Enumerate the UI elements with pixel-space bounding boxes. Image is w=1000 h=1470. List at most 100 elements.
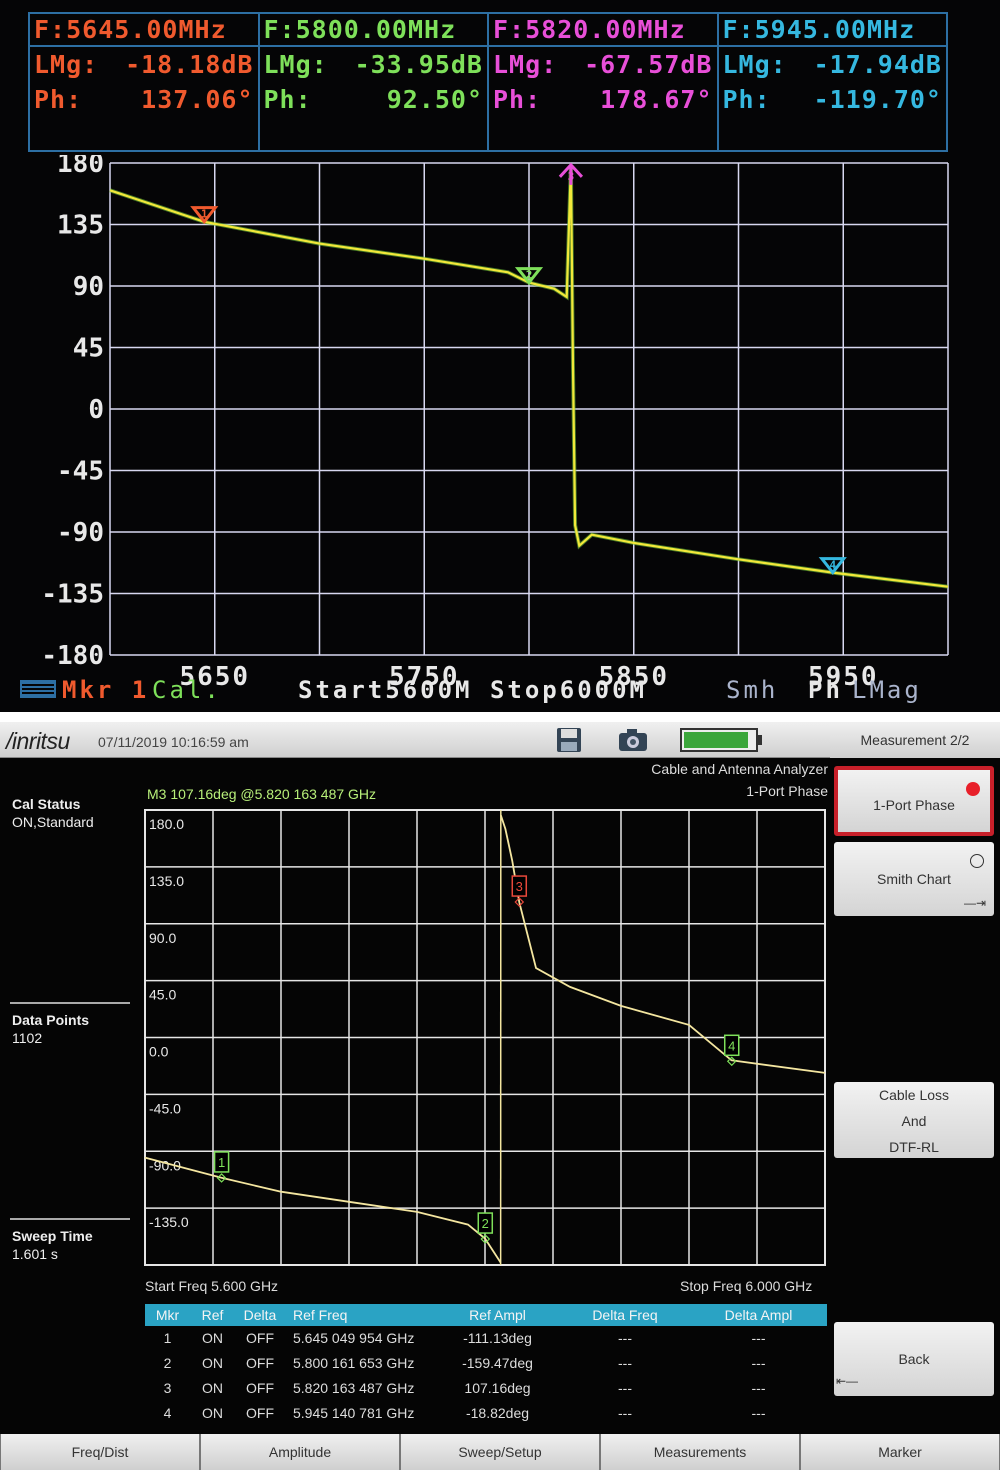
vna-marker-ph: 178.67° xyxy=(600,82,712,117)
phase-chart[interactable]: 180.0135.090.045.00.0-45.0-90.0-135.0123… xyxy=(140,802,830,1272)
table-row[interactable]: 3 ON OFF 5.820 163 487 GHz 107.16deg --- --- xyxy=(145,1376,827,1401)
vna-marker-panel: F:5645.00MHz LMg: -18.18dB Ph: 137.06° F:5… xyxy=(28,12,948,152)
y-tick-label: -135 xyxy=(41,580,104,610)
cell-delta-freq: --- xyxy=(560,1401,690,1426)
cable-loss-label-line2: And xyxy=(834,1108,994,1134)
amplitude-button[interactable]: Amplitude xyxy=(201,1434,399,1470)
smith-chart-label: Smith Chart xyxy=(877,871,951,887)
marker-label: 1 xyxy=(201,208,208,221)
vna-marker-ph-label: Ph: xyxy=(34,82,82,117)
back-label: Back xyxy=(898,1351,929,1367)
divider xyxy=(10,1218,130,1220)
data-points-value: 1102 xyxy=(12,1030,42,1046)
vna-marker-freq: F:5820.00MHz xyxy=(489,14,717,47)
col-header-delta-ampl: Delta Ampl xyxy=(690,1304,827,1326)
y-tick-label: -45 xyxy=(57,457,104,487)
vna-start-stop: Start5600M Stop6000M xyxy=(298,676,647,704)
cell-ref-ampl: -159.47deg xyxy=(435,1351,560,1376)
phase-trace xyxy=(145,1158,501,1263)
cable-loss-label-line3: DTF-RL xyxy=(834,1134,994,1160)
cell-mkr: 3 xyxy=(145,1376,190,1401)
cell-ref-freq: 5.800 161 653 GHz xyxy=(285,1351,435,1376)
col-header-delta: Delta xyxy=(235,1304,285,1326)
col-header-ref-ampl: Ref Ampl xyxy=(435,1304,560,1326)
marker-label: 4 xyxy=(829,559,836,572)
vna-marker-4: F:5945.00MHz LMg: -17.94dB Ph: -119.70° xyxy=(719,14,947,150)
cable-loss-dtf-button[interactable]: Cable Loss And DTF-RL xyxy=(834,1082,994,1158)
vna-marker-lmag: -17.94dB xyxy=(814,47,942,82)
marker-button[interactable]: Marker xyxy=(801,1434,999,1470)
y-tick-label: -135.0 xyxy=(149,1214,189,1230)
smith-chart-button[interactable]: Smith Chart —⇥ xyxy=(834,842,994,916)
vna-smith-label: Smh xyxy=(726,676,778,704)
marker-label: 3 xyxy=(516,879,523,894)
sweep-time-value: 1.601 s xyxy=(12,1246,58,1262)
vna-marker-lmag: -18.18dB xyxy=(125,47,253,82)
vna-marker-freq: F:5800.00MHz xyxy=(260,14,488,47)
sweep-setup-button[interactable]: Sweep/Setup xyxy=(401,1434,599,1470)
active-marker-readout: M3 107.16deg @5.820 163 487 GHz xyxy=(147,786,376,802)
cal-status-value: ON,Standard xyxy=(12,814,94,830)
cell-ref-ampl: 107.16deg xyxy=(435,1376,560,1401)
camera-icon[interactable] xyxy=(617,726,649,754)
y-tick-label: 90.0 xyxy=(149,930,176,946)
vna-marker-lmag: -33.95dB xyxy=(355,47,483,82)
phase-trace xyxy=(501,815,825,1073)
save-icon[interactable] xyxy=(555,726,583,754)
vna-marker-ph: 92.50° xyxy=(387,82,483,117)
vna-marker-lmag-label: LMg: xyxy=(493,47,557,82)
divider xyxy=(10,1002,130,1004)
back-button[interactable]: Back ⇤— xyxy=(834,1322,994,1396)
vna-phase-chart: 18013590450-45-90-135-1805650 5750 5850 595… xyxy=(0,155,1000,712)
cell-ref-ampl: -18.82deg xyxy=(435,1401,560,1426)
marker-label: 3 xyxy=(568,170,575,183)
marker-label: 2 xyxy=(482,1216,489,1231)
one-port-phase-button[interactable]: 1-Port Phase xyxy=(834,766,994,836)
col-header-delta-freq: Delta Freq xyxy=(560,1304,690,1326)
col-header-ref-freq: Ref Freq xyxy=(285,1304,435,1326)
cell-delta-freq: --- xyxy=(560,1326,690,1351)
vna-marker-lmag-label: LMg: xyxy=(723,47,787,82)
table-row[interactable]: 1 ON OFF 5.645 049 954 GHz -111.13deg --- --- xyxy=(145,1326,827,1351)
vna-phase-label: Ph xyxy=(808,676,843,704)
cell-delta: OFF xyxy=(235,1351,285,1376)
y-tick-label: 45.0 xyxy=(149,987,176,1003)
selected-indicator-icon xyxy=(966,782,980,796)
cell-ref: ON xyxy=(190,1351,235,1376)
marker-label: 4 xyxy=(728,1038,735,1053)
mode-title: Cable and Antenna Analyzer xyxy=(651,758,828,780)
marker-label: 2 xyxy=(526,269,533,282)
vna-marker-freq: F:5945.00MHz xyxy=(719,14,947,47)
anritsu-logo: /inritsu xyxy=(6,728,70,755)
cell-delta-ampl: --- xyxy=(690,1401,827,1426)
cable-loss-label-line1: Cable Loss xyxy=(834,1082,994,1108)
y-tick-label: -45.0 xyxy=(149,1100,181,1116)
title-bar: /inritsu 07/11/2019 10:16:59 am xyxy=(0,722,830,758)
stop-frequency: Stop Freq 6.000 GHz xyxy=(680,1278,812,1294)
vna-marker-ph-label: Ph: xyxy=(723,82,771,117)
table-row[interactable]: 4 ON OFF 5.945 140 781 GHz -18.82deg --- --- xyxy=(145,1401,827,1426)
back-arrow-icon: ⇤— xyxy=(836,1344,858,1418)
cell-delta-ampl: --- xyxy=(690,1376,827,1401)
y-tick-label: 0 xyxy=(88,395,104,425)
y-tick-label: 0.0 xyxy=(149,1044,169,1060)
cell-mkr: 1 xyxy=(145,1326,190,1351)
cell-mkr: 2 xyxy=(145,1351,190,1376)
cell-delta-freq: --- xyxy=(560,1376,690,1401)
cell-delta: OFF xyxy=(235,1401,285,1426)
start-frequency: Start Freq 5.600 GHz xyxy=(145,1278,278,1294)
cell-delta-ampl: --- xyxy=(690,1326,827,1351)
date-time: 07/11/2019 10:16:59 am xyxy=(98,734,249,750)
marker-table-header: Mkr Ref Delta Ref Freq Ref Ampl Delta Fr… xyxy=(145,1304,827,1326)
status-panel: Cal Status ON,Standard Data Points 1102 … xyxy=(0,758,140,1434)
vna-marker-lmag-label: LMg: xyxy=(264,47,328,82)
freq-dist-button[interactable]: Freq/Dist xyxy=(1,1434,199,1470)
measurements-button[interactable]: Measurements xyxy=(601,1434,799,1470)
y-tick-label: -90 xyxy=(57,518,104,548)
data-points-title: Data Points xyxy=(12,1012,89,1028)
vna-marker-ph: -119.70° xyxy=(814,82,942,117)
vna-mkr-label: Mkr 1 xyxy=(62,676,149,704)
table-row[interactable]: 2 ON OFF 5.800 161 653 GHz -159.47deg --- --- xyxy=(145,1351,827,1376)
one-port-phase-label: 1-Port Phase xyxy=(873,797,955,813)
submenu-arrow-icon: —⇥ xyxy=(964,866,986,940)
